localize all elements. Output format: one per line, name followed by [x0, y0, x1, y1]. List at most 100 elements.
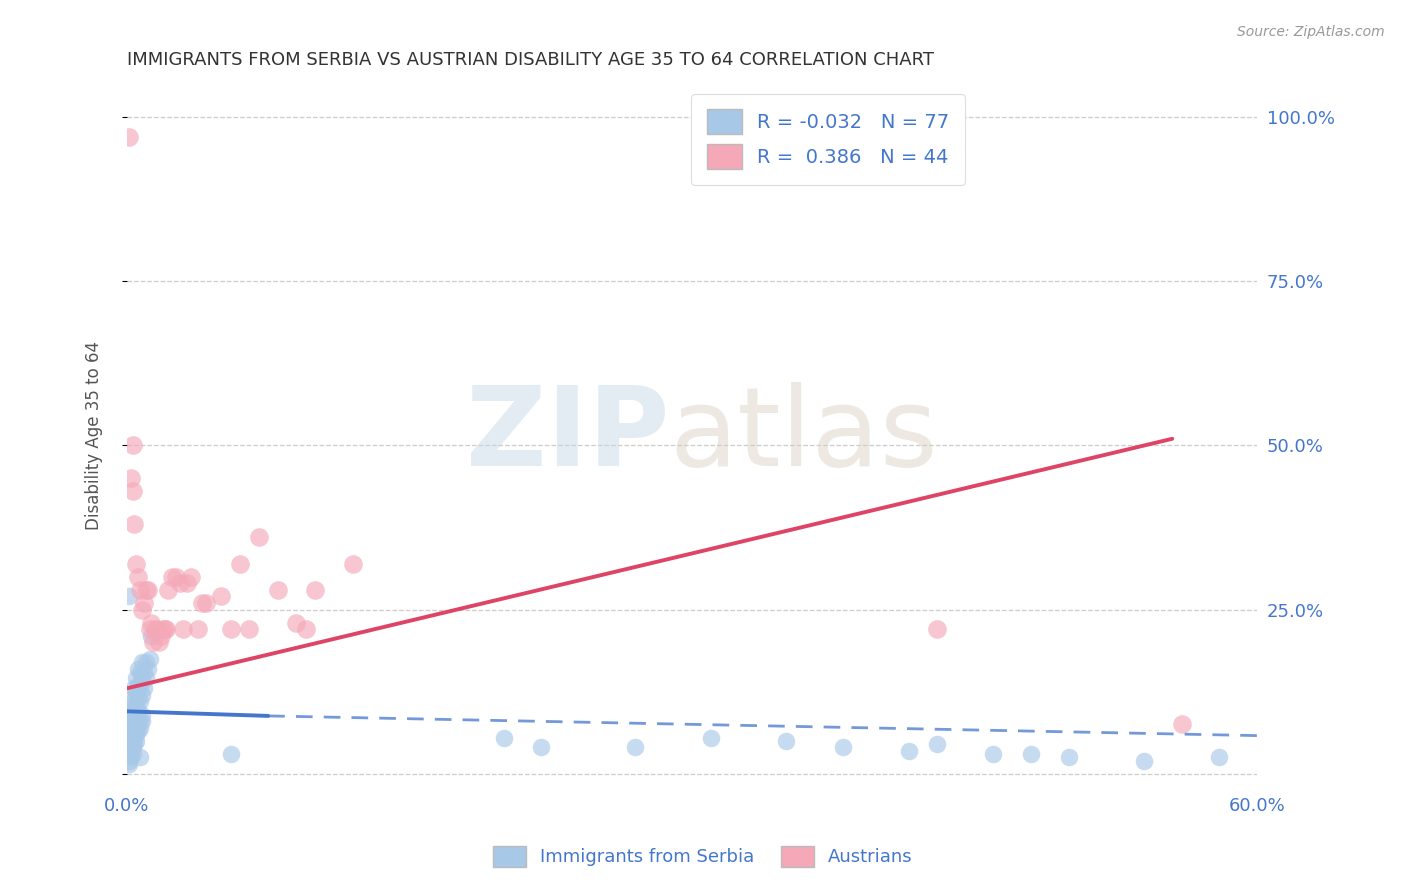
Point: [209, 590, 232, 604]
Point: [121, 747, 143, 761]
Point: [149, 629, 172, 643]
Point: [120, 724, 142, 739]
Point: [127, 678, 149, 692]
Point: [124, 681, 146, 696]
Point: [1057, 750, 1080, 764]
Y-axis label: Disability Age 35 to 64: Disability Age 35 to 64: [86, 341, 103, 530]
Point: [135, 672, 157, 686]
Point: [121, 714, 143, 728]
Point: [121, 484, 143, 499]
Point: [897, 744, 920, 758]
Point: [118, 590, 141, 604]
Point: [131, 707, 153, 722]
Point: [157, 582, 180, 597]
Point: [121, 438, 143, 452]
Point: [118, 721, 141, 735]
Point: [141, 615, 163, 630]
Point: [160, 570, 183, 584]
Point: [118, 711, 141, 725]
Point: [1133, 754, 1156, 768]
Point: [125, 734, 148, 748]
Point: [342, 557, 364, 571]
Point: [132, 596, 155, 610]
Point: [152, 622, 174, 636]
Point: [125, 721, 148, 735]
Point: [492, 731, 515, 745]
Point: [127, 717, 149, 731]
Point: [229, 557, 252, 571]
Point: [120, 701, 142, 715]
Point: [132, 665, 155, 679]
Point: [120, 750, 142, 764]
Point: [118, 727, 141, 741]
Point: [131, 688, 153, 702]
Point: [925, 622, 948, 636]
Point: [129, 721, 152, 735]
Point: [195, 596, 218, 610]
Point: [238, 622, 260, 636]
Point: [124, 517, 146, 532]
Point: [304, 582, 326, 597]
Point: [121, 734, 143, 748]
Legend: R = -0.032   N = 77, R =  0.386   N = 44: R = -0.032 N = 77, R = 0.386 N = 44: [690, 94, 965, 185]
Point: [775, 734, 797, 748]
Point: [118, 129, 141, 144]
Point: [131, 672, 153, 686]
Point: [148, 635, 170, 649]
Point: [172, 622, 194, 636]
Point: [132, 681, 155, 696]
Point: [129, 681, 152, 696]
Point: [125, 672, 148, 686]
Point: [155, 622, 177, 636]
Text: ZIP: ZIP: [465, 382, 669, 489]
Point: [176, 576, 198, 591]
Legend: Immigrants from Serbia, Austrians: Immigrants from Serbia, Austrians: [486, 838, 920, 874]
Point: [125, 684, 148, 698]
Point: [700, 731, 723, 745]
Point: [124, 714, 146, 728]
Point: [169, 576, 191, 591]
Point: [129, 582, 152, 597]
Point: [136, 662, 159, 676]
Point: [127, 704, 149, 718]
Point: [120, 731, 142, 745]
Point: [135, 582, 157, 597]
Point: [129, 714, 152, 728]
Point: [121, 727, 143, 741]
Point: [125, 698, 148, 712]
Point: [124, 737, 146, 751]
Point: [165, 570, 187, 584]
Point: [131, 602, 153, 616]
Point: [983, 747, 1005, 761]
Point: [127, 691, 149, 706]
Point: [138, 622, 160, 636]
Point: [129, 750, 152, 764]
Point: [285, 615, 308, 630]
Point: [124, 694, 146, 708]
Point: [120, 737, 142, 751]
Point: [125, 707, 148, 722]
Point: [118, 754, 141, 768]
Point: [118, 734, 141, 748]
Point: [1019, 747, 1042, 761]
Point: [143, 622, 166, 636]
Point: [127, 570, 149, 584]
Text: IMMIGRANTS FROM SERBIA VS AUSTRIAN DISABILITY AGE 35 TO 64 CORRELATION CHART: IMMIGRANTS FROM SERBIA VS AUSTRIAN DISAB…: [127, 51, 934, 69]
Point: [142, 635, 165, 649]
Point: [141, 629, 163, 643]
Point: [247, 530, 270, 544]
Point: [120, 744, 142, 758]
Point: [191, 596, 214, 610]
Point: [121, 724, 143, 739]
Point: [180, 570, 202, 584]
Point: [121, 691, 143, 706]
Point: [121, 704, 143, 718]
Point: [120, 717, 142, 731]
Point: [127, 662, 149, 676]
Point: [219, 622, 242, 636]
Point: [124, 704, 146, 718]
Point: [125, 727, 148, 741]
Point: [624, 740, 647, 755]
Point: [127, 724, 149, 739]
Point: [187, 622, 209, 636]
